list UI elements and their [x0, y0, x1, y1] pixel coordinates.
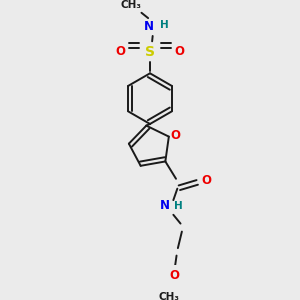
Text: O: O: [116, 46, 126, 59]
Text: H: H: [174, 201, 183, 211]
Text: CH₃: CH₃: [121, 0, 142, 10]
Text: N: N: [144, 20, 154, 33]
Text: O: O: [202, 174, 212, 187]
Text: O: O: [174, 46, 184, 59]
Text: O: O: [170, 129, 181, 142]
Text: CH₃: CH₃: [158, 292, 179, 300]
Text: S: S: [145, 45, 155, 59]
Text: H: H: [160, 20, 169, 30]
Text: O: O: [169, 269, 179, 282]
Text: N: N: [160, 200, 170, 212]
